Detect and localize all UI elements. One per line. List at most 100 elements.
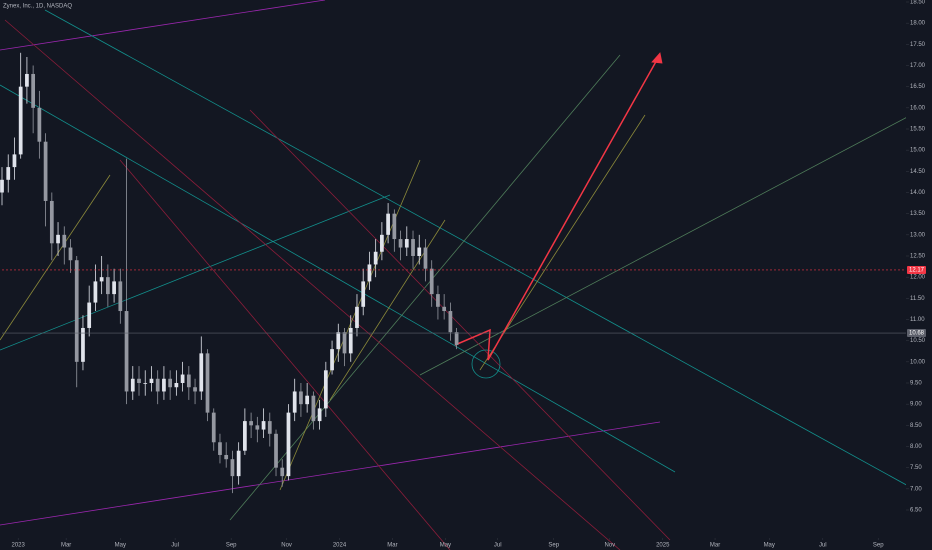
candle-body xyxy=(143,383,148,384)
candle-body xyxy=(62,234,67,248)
candle-body xyxy=(292,391,297,413)
candle-body xyxy=(417,247,422,256)
x-tick-label: Mar xyxy=(387,543,397,549)
y-tick-label: 14.50 xyxy=(910,169,926,175)
candle-body xyxy=(429,268,434,295)
candle-body xyxy=(112,281,116,295)
candle-body xyxy=(342,332,347,354)
x-tick-label: Nov xyxy=(604,543,615,549)
x-tick-label: Sep xyxy=(226,543,237,549)
candle-body xyxy=(336,332,341,350)
y-tick-label: 14.00 xyxy=(910,190,926,196)
trend-line xyxy=(279,159,421,491)
y-tick-label: 13.00 xyxy=(910,232,926,238)
candle-body xyxy=(243,421,247,451)
candle-body xyxy=(180,374,185,383)
candle-body xyxy=(12,154,17,168)
candle-body xyxy=(149,378,154,383)
trend-line xyxy=(479,114,646,371)
price-label: 12.17 xyxy=(909,268,925,274)
candle-body xyxy=(130,378,135,392)
trend-line xyxy=(44,9,931,499)
candle-body xyxy=(124,311,129,392)
candle-body xyxy=(411,239,415,256)
candle-body xyxy=(317,408,322,422)
candle-body xyxy=(6,167,11,180)
candle-body xyxy=(224,454,229,460)
trend-line xyxy=(249,109,671,541)
candle-body xyxy=(211,412,216,443)
candle-body xyxy=(162,378,166,392)
trend-line xyxy=(0,0,326,51)
y-tick-label: 10.00 xyxy=(910,359,926,365)
candle-body xyxy=(367,264,372,282)
y-tick-label: 16.00 xyxy=(910,105,926,111)
x-tick-label: Mar xyxy=(61,543,71,549)
candle-body xyxy=(442,306,447,312)
candle-body xyxy=(68,247,73,261)
candle-body xyxy=(423,247,428,269)
candle-body xyxy=(0,179,4,193)
y-tick-label: 16.50 xyxy=(910,84,926,90)
x-tick-label: May xyxy=(764,543,775,549)
candle-body xyxy=(311,395,316,422)
trend-line xyxy=(0,84,676,473)
trend-line xyxy=(0,174,111,341)
circle-marker xyxy=(471,349,501,379)
candle-body xyxy=(168,378,173,388)
y-tick-label: 9.50 xyxy=(910,381,922,387)
candle-body xyxy=(249,421,253,426)
candle-body xyxy=(230,459,235,477)
y-tick-label: 18.00 xyxy=(910,21,926,27)
candle-body xyxy=(386,213,390,235)
candle-body xyxy=(31,73,36,108)
candle-body xyxy=(286,412,291,477)
candle-body xyxy=(454,332,459,345)
y-tick-label: 10.50 xyxy=(910,338,926,344)
trend-line xyxy=(229,54,621,521)
candle-body xyxy=(355,306,359,328)
candle-body xyxy=(74,260,79,362)
candle-body xyxy=(261,421,266,430)
candle-body xyxy=(205,353,210,413)
candle-body xyxy=(174,383,179,388)
candle-body xyxy=(280,467,285,477)
x-tick-label: Mar xyxy=(710,543,720,549)
candle-body xyxy=(305,395,310,405)
candle-body xyxy=(348,327,353,354)
candle-body xyxy=(106,277,110,295)
candle-body xyxy=(436,294,440,307)
candle-body xyxy=(18,86,23,155)
y-tick-label: 8.50 xyxy=(910,423,922,429)
y-tick-label: 6.50 xyxy=(910,508,922,514)
price-badge xyxy=(907,265,926,274)
y-tick-label: 8.00 xyxy=(910,444,922,450)
x-tick-label: 2024 xyxy=(333,543,347,549)
x-tick-label: Jul xyxy=(494,543,502,549)
candle-body xyxy=(93,281,98,303)
candle-body xyxy=(37,107,42,142)
trend-line xyxy=(119,159,451,550)
candle-body xyxy=(299,391,303,405)
x-tick-label: May xyxy=(440,543,451,549)
candle-body xyxy=(404,239,409,248)
y-tick-label: 18.50 xyxy=(910,0,926,6)
x-tick-label: Sep xyxy=(873,543,884,549)
candle-body xyxy=(398,239,403,248)
y-tick-label: 15.00 xyxy=(910,148,926,154)
candle-body xyxy=(199,353,204,392)
y-tick-label: 15.50 xyxy=(910,127,926,133)
candle-body xyxy=(56,234,60,244)
trend-line xyxy=(0,194,391,351)
candle-body xyxy=(43,141,48,201)
candle-body xyxy=(380,234,384,252)
candle-body xyxy=(186,374,191,388)
candle-body xyxy=(255,425,260,430)
candle-body xyxy=(99,277,104,282)
candle-body xyxy=(361,281,366,307)
candle-body xyxy=(448,311,453,333)
candle-body xyxy=(323,370,328,409)
y-tick-label: 7.00 xyxy=(910,486,922,492)
candle-body xyxy=(267,421,272,434)
